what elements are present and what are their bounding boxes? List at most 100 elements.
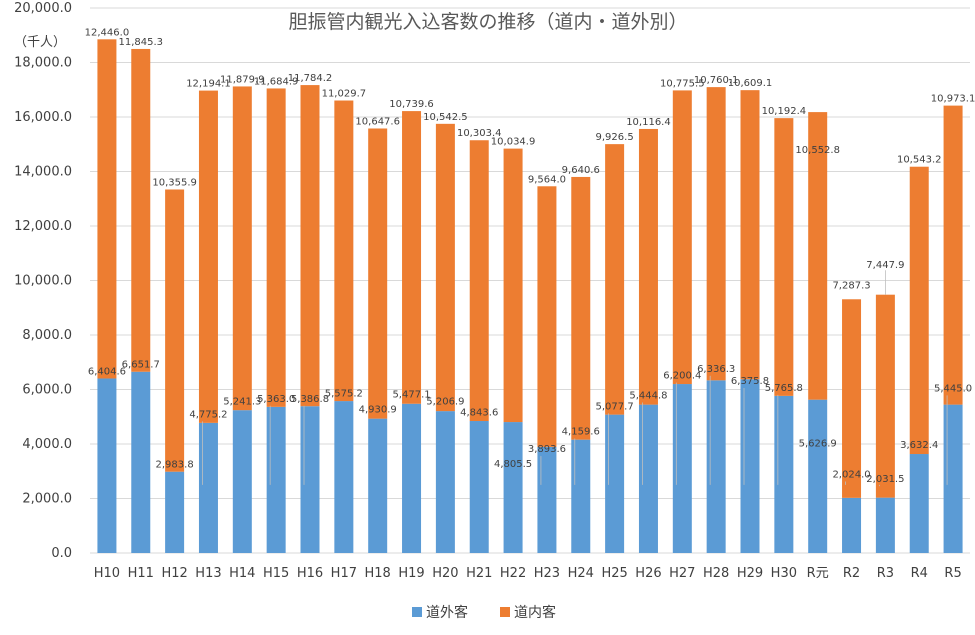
bar-outside-visitors	[537, 446, 557, 553]
data-label-outside-visitors: 4,805.5	[494, 459, 532, 470]
x-tick-label: H29	[737, 566, 763, 581]
bar-outside-visitors	[672, 384, 692, 553]
data-label-inside-visitors: 11,029.7	[322, 89, 367, 100]
x-tick-label: H10	[94, 566, 120, 581]
bar-outside-visitors	[198, 422, 218, 553]
x-tick-label: H20	[432, 566, 458, 581]
bar-inside-visitors	[537, 186, 557, 447]
bar-inside-visitors	[672, 90, 692, 385]
bar-outside-visitors	[808, 399, 828, 553]
data-label-inside-visitors: 10,609.1	[728, 78, 773, 89]
x-tick-label: H11	[128, 566, 154, 581]
data-label-inside-visitors: 10,552.8	[795, 145, 840, 156]
y-tick-label: 0.0	[51, 546, 72, 561]
label-leader-lines	[202, 270, 948, 487]
data-label-outside-visitors: 4,775.2	[189, 409, 227, 420]
x-tick-label: H14	[229, 566, 255, 581]
legend-label-inside-visitors: 道内客	[514, 604, 556, 621]
x-tick-label: H13	[195, 566, 221, 581]
data-label-outside-visitors: 5,765.8	[765, 383, 803, 394]
y-tick-label: 12,000.0	[14, 219, 72, 234]
data-label-outside-visitors: 6,336.3	[697, 364, 735, 375]
bar-inside-visitors	[402, 111, 422, 404]
bar-outside-visitors	[571, 439, 591, 553]
x-tick-label: H17	[331, 566, 357, 581]
bar-outside-visitors	[165, 471, 185, 553]
y-tick-label: 14,000.0	[14, 165, 72, 180]
data-label-outside-visitors: 2,031.5	[866, 474, 904, 485]
data-label-inside-visitors: 9,564.0	[528, 174, 566, 185]
data-label-outside-visitors: 3,632.4	[900, 440, 938, 451]
data-label-inside-visitors: 10,647.6	[355, 116, 400, 127]
y-tick-label: 20,000.0	[14, 1, 72, 16]
y-tick-label: 4,000.0	[22, 437, 72, 452]
bar-inside-visitors	[165, 189, 185, 472]
bar-outside-visitors	[774, 395, 794, 553]
data-label-inside-visitors: 10,775.5	[660, 78, 705, 89]
data-label-outside-visitors: 5,077.7	[596, 401, 634, 412]
bar-inside-visitors	[232, 86, 252, 411]
data-label-outside-visitors: 6,651.7	[122, 360, 160, 371]
bar-outside-visitors	[503, 422, 523, 553]
bar-outside-visitors	[435, 411, 455, 553]
data-label-outside-visitors: 2,983.8	[156, 460, 194, 471]
legend: 道外客 道内客	[412, 604, 556, 621]
bar-outside-visitors	[334, 401, 354, 553]
data-label-inside-visitors: 10,739.6	[389, 99, 434, 110]
x-tick-label: R4	[911, 566, 928, 581]
bar-outside-visitors	[368, 418, 388, 553]
x-axis-ticks: H10 H11 H12 H13 H14 H15 H16 H17 H18 H19 H20 H21 H22 H…	[94, 566, 962, 581]
x-tick-label: R2	[843, 566, 860, 581]
bar-outside-visitors	[740, 379, 760, 553]
x-tick-label: R3	[877, 566, 894, 581]
bar-inside-visitors	[435, 123, 455, 412]
bar-outside-visitors	[300, 406, 320, 553]
data-label-outside-visitors: 5,241.3	[223, 396, 261, 407]
bar-inside-visitors	[368, 128, 388, 419]
data-label-outside-visitors: 5,363.0	[257, 394, 295, 405]
bar-inside-visitors	[842, 299, 862, 498]
y-tick-label: 10,000.0	[14, 274, 72, 289]
data-label-inside-visitors: 7,447.9	[866, 260, 904, 271]
bar-inside-visitors	[131, 48, 151, 372]
bars	[97, 39, 963, 553]
y-tick-label: 2,000.0	[22, 492, 72, 507]
x-tick-label: H25	[601, 566, 627, 581]
bar-outside-visitors	[97, 378, 117, 553]
bar-inside-visitors	[198, 90, 218, 423]
x-tick-label: R元	[807, 566, 829, 581]
data-label-inside-visitors: 11,684.9	[254, 76, 299, 87]
x-tick-label: H22	[500, 566, 526, 581]
legend-swatch-outside-visitors	[412, 607, 422, 617]
bar-inside-visitors	[638, 128, 658, 405]
x-tick-label: H30	[771, 566, 797, 581]
bar-inside-visitors	[469, 140, 489, 422]
data-label-inside-visitors: 9,926.5	[596, 132, 634, 143]
data-label-inside-visitors: 10,542.5	[423, 112, 468, 123]
x-tick-label: H15	[263, 566, 289, 581]
data-label-outside-visitors: 5,386.8	[291, 394, 329, 405]
x-tick-label: H16	[297, 566, 323, 581]
data-label-outside-visitors: 5,444.8	[629, 390, 667, 401]
data-label-outside-visitors: 6,200.4	[663, 371, 701, 382]
x-tick-label: H21	[466, 566, 492, 581]
x-tick-label: H23	[534, 566, 560, 581]
data-label-inside-visitors: 11,845.3	[119, 37, 164, 48]
bar-inside-visitors	[97, 39, 117, 379]
x-tick-label: H18	[365, 566, 391, 581]
data-label-inside-visitors: 11,784.2	[288, 73, 333, 84]
y-tick-label: 6,000.0	[22, 383, 72, 398]
y-axis-unit-label: （千人）	[14, 35, 66, 50]
bar-inside-visitors	[774, 118, 794, 396]
bar-outside-visitors	[909, 454, 929, 553]
bar-inside-visitors	[334, 100, 354, 402]
bar-outside-visitors	[605, 414, 625, 553]
bar-outside-visitors	[232, 410, 252, 553]
data-label-outside-visitors: 2,024.0	[832, 470, 870, 481]
data-label-inside-visitors: 10,973.1	[931, 94, 975, 105]
bar-outside-visitors	[706, 380, 726, 553]
data-label-outside-visitors: 6,404.6	[88, 366, 126, 377]
x-tick-label: H26	[635, 566, 661, 581]
bar-inside-visitors	[909, 166, 929, 455]
